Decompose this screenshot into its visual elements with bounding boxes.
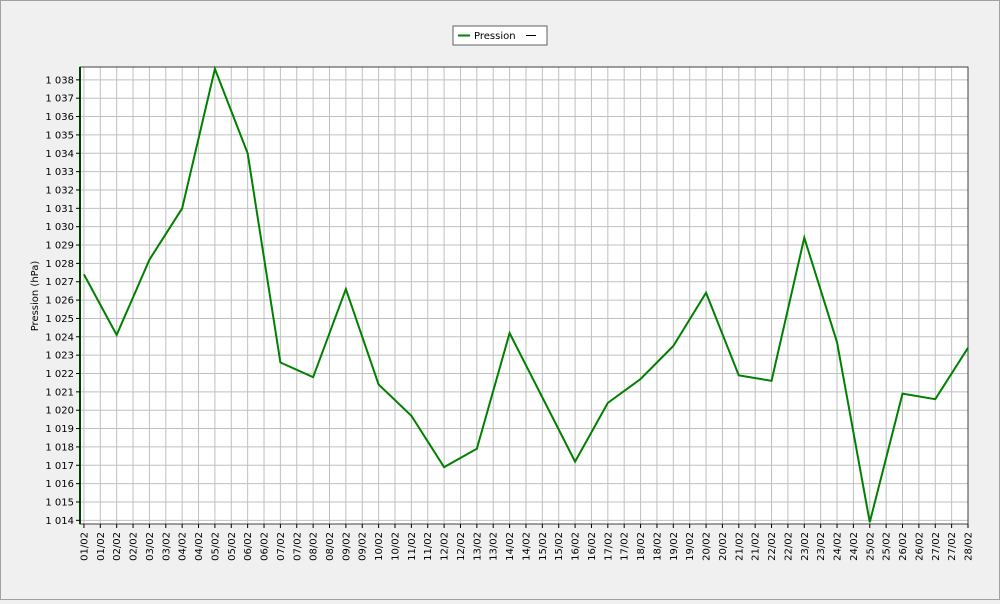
x-tick-label: 16/02 xyxy=(587,532,598,561)
y-tick-label: 1 017 xyxy=(45,461,74,472)
x-tick-label: 23/02 xyxy=(816,532,827,561)
y-tick-label: 1 036 xyxy=(45,112,74,123)
x-tick-label: 09/02 xyxy=(358,532,369,561)
x-tick-label: 03/02 xyxy=(161,532,172,561)
y-tick-label: 1 034 xyxy=(45,149,74,160)
y-tick-label: 1 028 xyxy=(45,259,74,270)
y-tick-label: 1 020 xyxy=(45,406,74,417)
x-tick-label: 04/02 xyxy=(194,532,205,561)
y-axis-label: Pression (hPa) xyxy=(30,261,41,332)
x-tick-label: 18/02 xyxy=(652,532,663,561)
y-tick-label: 1 025 xyxy=(45,314,74,325)
x-tick-label: 24/02 xyxy=(833,532,844,561)
x-tick-label: 12/02 xyxy=(456,532,467,561)
x-tick-label: 13/02 xyxy=(489,532,500,561)
x-tick-label: 08/02 xyxy=(309,532,320,561)
legend-label: Pression xyxy=(474,31,516,42)
y-tick-label: 1 023 xyxy=(45,351,74,362)
y-tick-label: 1 019 xyxy=(45,424,74,435)
y-tick-label: 1 031 xyxy=(45,204,74,215)
plot-area xyxy=(80,67,968,524)
x-tick-label: 26/02 xyxy=(914,532,925,561)
y-tick-label: 1 014 xyxy=(45,516,74,527)
x-tick-label: 21/02 xyxy=(734,532,745,561)
y-tick-label: 1 024 xyxy=(45,332,74,343)
x-tick-label: 26/02 xyxy=(898,532,909,561)
x-tick-label: 20/02 xyxy=(702,532,713,561)
x-tick-label: 14/02 xyxy=(521,532,532,561)
x-tick-label: 17/02 xyxy=(603,532,614,561)
y-tick-label: 1 021 xyxy=(45,387,74,398)
y-tick-label: 1 027 xyxy=(45,277,74,288)
x-tick-label: 12/02 xyxy=(440,532,451,561)
x-tick-label: 03/02 xyxy=(145,532,156,561)
x-tick-label: 14/02 xyxy=(505,532,516,561)
x-tick-label: 04/02 xyxy=(178,532,189,561)
x-tick-label: 05/02 xyxy=(210,532,221,561)
x-tick-label: 27/02 xyxy=(947,532,958,561)
x-tick-label: 19/02 xyxy=(685,532,696,561)
series-line xyxy=(83,65,969,523)
x-tick-label: 27/02 xyxy=(931,532,942,561)
legend: Pression xyxy=(452,25,548,46)
y-tick-label: 1 015 xyxy=(45,497,74,508)
x-tick-label: 16/02 xyxy=(571,532,582,561)
y-tick-label: 1 035 xyxy=(45,130,74,141)
x-tick-label: 07/02 xyxy=(292,532,303,561)
x-tick-label: 11/02 xyxy=(407,532,418,561)
x-tick-label: 17/02 xyxy=(620,532,631,561)
y-tick-label: 1 037 xyxy=(45,94,74,105)
x-tick-label: 01/02 xyxy=(96,532,107,561)
x-tick-label: 19/02 xyxy=(669,532,680,561)
y-tick-label: 1 026 xyxy=(45,296,74,307)
y-tick-label: 1 033 xyxy=(45,167,74,178)
y-tick-label: 1 029 xyxy=(45,241,74,252)
x-tick-label: 10/02 xyxy=(390,532,401,561)
x-tick-label: 06/02 xyxy=(243,532,254,561)
y-tick-label: 1 018 xyxy=(45,442,74,453)
x-tick-label: 06/02 xyxy=(260,532,271,561)
y-tick-label: 1 038 xyxy=(45,75,74,86)
y-tick-label: 1 032 xyxy=(45,185,74,196)
legend-box xyxy=(452,25,548,46)
x-tick-label: 02/02 xyxy=(129,532,140,561)
x-tick-label: 02/02 xyxy=(112,532,123,561)
x-tick-label: 18/02 xyxy=(636,532,647,561)
x-tick-label: 09/02 xyxy=(341,532,352,561)
x-tick-label: 24/02 xyxy=(849,532,860,561)
x-tick-label: 11/02 xyxy=(423,532,434,561)
y-tick-label: 1 022 xyxy=(45,369,74,380)
x-tick-label: 13/02 xyxy=(472,532,483,561)
x-tick-label: 22/02 xyxy=(767,532,778,561)
x-tick-label: 20/02 xyxy=(718,532,729,561)
y-tick-label: 1 030 xyxy=(45,222,74,233)
x-tick-label: 01/02 xyxy=(79,532,90,561)
x-tick-label: 15/02 xyxy=(554,532,565,561)
x-tick-label: 05/02 xyxy=(227,532,238,561)
x-tick-label: 22/02 xyxy=(783,532,794,561)
x-tick-label: 21/02 xyxy=(751,532,762,561)
x-tick-label: 25/02 xyxy=(865,532,876,561)
x-tick-label: 10/02 xyxy=(374,532,385,561)
x-tick-label: 15/02 xyxy=(538,532,549,561)
x-tick-label: 25/02 xyxy=(882,532,893,561)
x-tick-label: 23/02 xyxy=(800,532,811,561)
y-tick-label: 1 016 xyxy=(45,479,74,490)
x-tick-label: 28/02 xyxy=(964,532,975,561)
x-tick-label: 08/02 xyxy=(325,532,336,561)
x-tick-label: 07/02 xyxy=(276,532,287,561)
